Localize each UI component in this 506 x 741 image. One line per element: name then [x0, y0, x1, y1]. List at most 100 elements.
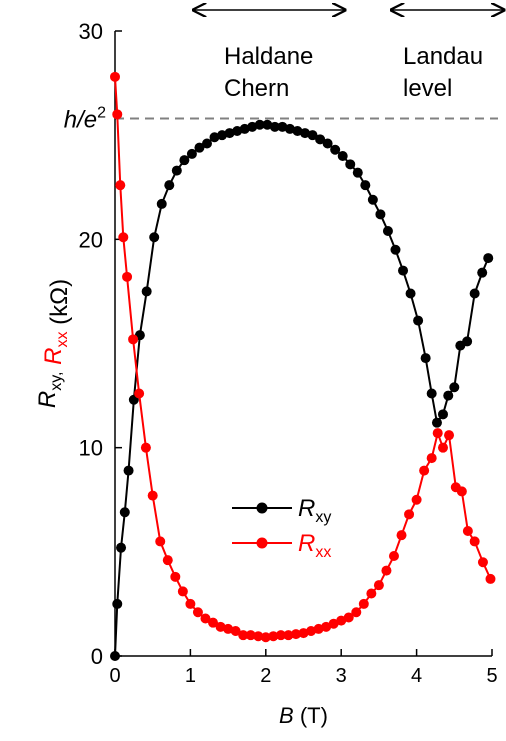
data-point-xx [366, 588, 377, 599]
data-point-xx [238, 630, 249, 641]
data-point-xx [469, 536, 480, 547]
legend-label-xy: Rxy [298, 495, 331, 526]
data-point-xy [262, 119, 273, 130]
data-point-xx [426, 453, 437, 464]
data-point-xx [313, 623, 324, 634]
data-point-xy [390, 244, 401, 255]
data-point-xx [456, 486, 467, 497]
legend-marker-xx [256, 537, 268, 549]
data-point-xy [367, 194, 378, 205]
data-point-xy [360, 180, 371, 191]
data-point-xy [437, 409, 448, 420]
data-point-xx [134, 388, 145, 399]
data-point-xx [147, 490, 158, 501]
data-point-xx [283, 630, 294, 641]
data-point-xx [155, 536, 166, 547]
data-point-xx [230, 626, 241, 636]
data-point-xx [260, 632, 271, 643]
data-point-xy [382, 226, 393, 236]
data-point-xx [477, 557, 488, 568]
reference-line-label: h/e2 [64, 105, 106, 134]
data-point-xy [171, 165, 182, 176]
data-point-xx [215, 621, 226, 632]
data-point-xy [307, 130, 318, 141]
data-point-xx [140, 442, 151, 453]
data-point-xx [321, 621, 332, 632]
data-point-xy [292, 126, 303, 136]
data-point-xy [232, 126, 243, 136]
data-point-xy [164, 180, 175, 191]
data-point-xy [477, 267, 488, 278]
annotation-text: level [403, 75, 452, 102]
data-point-xx [306, 626, 317, 636]
data-point-xy [315, 134, 326, 145]
series-layer [110, 71, 496, 661]
data-point-xy [398, 265, 409, 276]
data-point-xy [337, 151, 348, 161]
data-point-xx [373, 580, 384, 591]
data-point-xy [110, 651, 120, 661]
data-point-xx [437, 442, 448, 453]
data-point-xy [352, 167, 363, 178]
x-tick-label: 1 [185, 665, 196, 687]
data-point-xx [245, 630, 256, 641]
data-point-xy [123, 465, 134, 476]
data-point-xx [275, 630, 286, 641]
data-point-xx [110, 71, 120, 82]
data-point-xx [358, 598, 369, 609]
legend-label-xx: Rxx [298, 530, 331, 561]
data-point-xx [185, 598, 196, 609]
data-point-xy [186, 148, 197, 159]
data-point-xx [253, 631, 264, 642]
x-tick-label: 2 [260, 665, 271, 687]
data-point-xx [298, 628, 309, 639]
data-point-xy [413, 315, 424, 326]
data-point-xy [269, 121, 280, 132]
data-point-xy [112, 598, 123, 609]
data-point-xx [118, 232, 129, 243]
data-point-xy [277, 121, 288, 132]
data-point-xy [239, 123, 250, 134]
data-point-xx [115, 180, 126, 191]
annotations: Haldane Chern Landau level [193, 10, 504, 102]
annotation-text: Haldane [224, 43, 313, 70]
x-tick-label: 4 [411, 665, 422, 687]
data-point-xy [462, 336, 473, 347]
data-point-xx [170, 571, 181, 582]
data-point-xy [224, 128, 235, 139]
data-point-xx [388, 551, 399, 561]
data-point-xy [179, 155, 190, 166]
data-point-xx [192, 607, 203, 618]
data-point-xy [156, 198, 167, 209]
data-point-xy [483, 253, 494, 264]
data-point-xy [300, 128, 311, 139]
data-point-xx [200, 613, 211, 624]
data-point-xx [396, 530, 407, 541]
data-point-xy [345, 159, 356, 170]
data-point-xy [194, 142, 205, 153]
data-point-xy [449, 382, 460, 393]
data-point-xx [112, 109, 123, 120]
data-point-xy [141, 286, 152, 297]
data-point-xx [404, 509, 415, 520]
data-point-xy [330, 144, 341, 155]
data-point-xx [343, 612, 354, 623]
data-point-xy [149, 232, 160, 243]
series-xx [110, 71, 496, 643]
data-point-xx [432, 428, 443, 439]
x-tick-label: 3 [336, 665, 347, 687]
data-point-xx [411, 494, 422, 505]
data-point-xx [351, 607, 362, 618]
data-point-xx [328, 618, 339, 629]
data-point-xy [405, 288, 416, 299]
x-tick-label: 0 [109, 665, 120, 687]
y-tick-label: 10 [79, 436, 103, 461]
data-point-xy [420, 353, 431, 364]
data-point-xx [208, 617, 219, 628]
series-xy [110, 119, 494, 661]
data-point-xy [469, 288, 480, 299]
data-point-xx [381, 565, 392, 576]
data-point-xx [177, 586, 188, 597]
data-point-xy [284, 123, 295, 134]
data-point-xy [217, 130, 228, 141]
